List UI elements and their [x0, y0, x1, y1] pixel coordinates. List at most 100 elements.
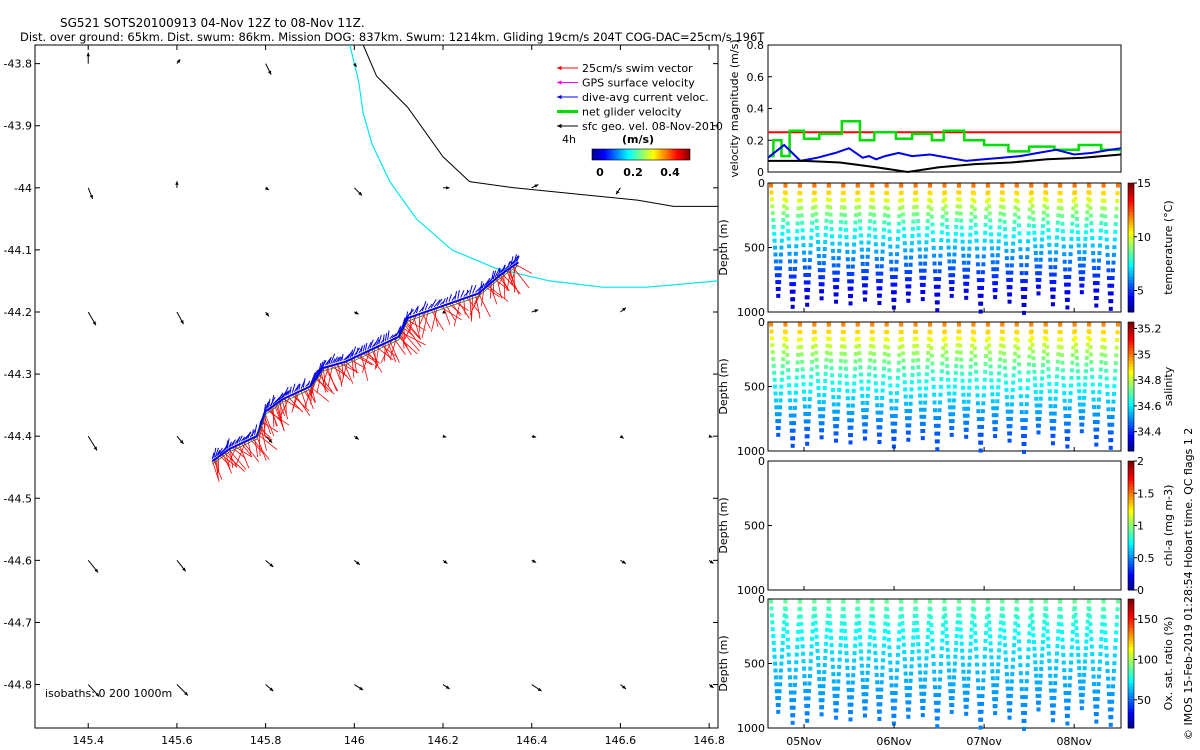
section-data-point [1037, 271, 1042, 276]
section-data-point [996, 378, 1001, 383]
section-data-point [859, 386, 864, 391]
section-data-point [1018, 386, 1023, 391]
swim-vector [327, 365, 333, 388]
section-data-point [981, 401, 986, 406]
isobath-label: isobaths: 0 200 1000m [45, 687, 172, 700]
section-data-point [823, 655, 828, 660]
section-data-point [971, 599, 976, 604]
section-data-point [829, 650, 834, 655]
section-data-point [955, 204, 960, 209]
section-data-point [932, 253, 937, 258]
section-data-point [900, 344, 905, 349]
section-data-point [850, 410, 855, 415]
colorbar-band [1128, 509, 1134, 514]
colorbar-band [1128, 405, 1134, 410]
section-data-point [1000, 183, 1005, 188]
section-data-point [1061, 244, 1066, 249]
dac-vector [378, 334, 382, 345]
section-data-point [858, 642, 863, 647]
section-data-point [885, 607, 890, 612]
section-data-point [1030, 619, 1035, 624]
section-data-point [993, 711, 998, 716]
colorbar-band [1128, 344, 1134, 349]
section-data-point [1115, 337, 1120, 342]
section-data-point [1037, 416, 1042, 421]
section-data-point [954, 357, 959, 362]
section-data-point [1103, 214, 1108, 219]
section-data-point [1001, 614, 1006, 619]
section-data-point [902, 380, 907, 385]
section-data-point [777, 696, 782, 701]
section-data-point [789, 421, 794, 426]
section-data-point [875, 264, 880, 269]
section-data-point [818, 691, 823, 696]
colorbar-band [1128, 247, 1134, 252]
section-data-point [937, 416, 942, 421]
dac-vector [330, 353, 336, 364]
section-data-point [986, 613, 991, 618]
section-data-point [1017, 231, 1022, 236]
section-data-point [846, 403, 851, 408]
section-data-point [849, 279, 854, 284]
colorbar-band [1128, 241, 1134, 245]
section-data-point [780, 370, 785, 375]
section-data-point [830, 387, 835, 392]
section-data-point [1071, 206, 1076, 211]
section-data-point [928, 607, 933, 612]
section-data-point [807, 265, 812, 270]
geo-arrow-head [176, 59, 181, 64]
section-data-point [1097, 243, 1102, 248]
section-data-point [940, 361, 945, 366]
section-data-point [816, 670, 821, 675]
section-data-point [1083, 375, 1088, 380]
section-data-point [810, 220, 815, 225]
section-data-point [1103, 222, 1108, 227]
section-data-point [826, 183, 831, 188]
section-data-point [1111, 407, 1116, 412]
section-data-point [1094, 296, 1099, 301]
section-data-point [1052, 411, 1057, 416]
section-data-point [1024, 263, 1029, 268]
section-data-point [931, 245, 936, 250]
colorbar-band [1128, 199, 1134, 203]
section-data-point [987, 350, 992, 355]
section-data-point [1109, 299, 1114, 304]
section-data-point [878, 417, 883, 422]
section-data-point [970, 204, 975, 209]
colorbar-band [1128, 577, 1134, 581]
section-data-point [1045, 213, 1050, 218]
colorbar-band [1128, 538, 1134, 543]
section-data-point [1062, 259, 1067, 264]
section-data-point [844, 227, 849, 232]
section-data-point [829, 358, 834, 363]
section-data-point [1051, 710, 1056, 715]
section-data-point [864, 408, 869, 413]
colorbar-band [1128, 702, 1134, 706]
dac-vector [373, 336, 380, 347]
section-data-point [938, 384, 943, 389]
section-data-point [827, 198, 832, 203]
colorbar-band [1128, 237, 1134, 242]
section-data-point [1034, 403, 1039, 408]
swim-vector [419, 311, 426, 325]
section-data-point [1078, 409, 1083, 414]
section-data-point [997, 225, 1002, 230]
section-data-point [829, 373, 834, 378]
section-data-point [1108, 306, 1113, 311]
section-data-point [936, 423, 941, 428]
geo-velocity-arrow [353, 62, 357, 68]
section-data-point [769, 613, 774, 618]
map-x-tick-label: 146.8 [693, 734, 725, 747]
section-data-point [915, 219, 920, 224]
section-data-point [945, 647, 950, 652]
section-axes-frame [767, 460, 1122, 591]
swim-vector [393, 338, 406, 355]
section-data-point [1113, 229, 1118, 234]
section-data-point [922, 691, 927, 696]
section-data-point [1005, 679, 1010, 684]
section-data-point [799, 352, 804, 357]
section-data-point [802, 397, 807, 402]
section-data-point [1006, 416, 1011, 421]
section-data-point [819, 712, 824, 717]
section-data-point [1055, 359, 1060, 364]
